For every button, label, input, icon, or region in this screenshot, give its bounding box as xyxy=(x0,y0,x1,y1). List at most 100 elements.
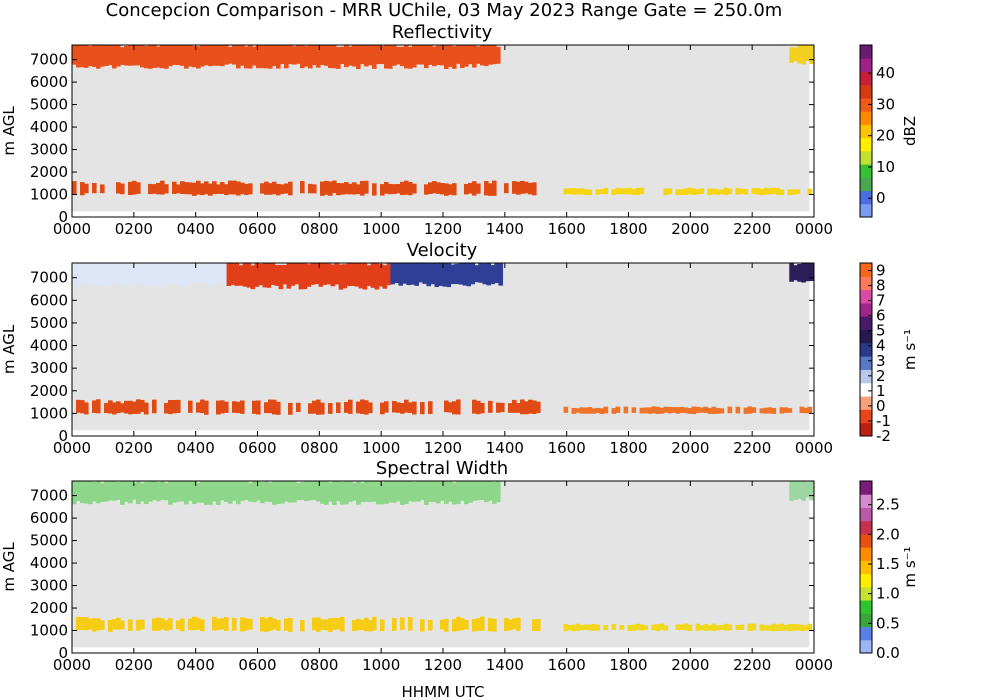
echo-cell xyxy=(220,181,225,194)
echo-cell xyxy=(639,187,645,195)
echo-cell xyxy=(232,401,237,413)
echo-cell xyxy=(691,406,697,415)
x-tick-label: 1000 xyxy=(362,220,400,238)
echo-cell xyxy=(504,183,509,194)
echo-cell xyxy=(176,481,181,502)
y-tick-label: 5000 xyxy=(30,96,68,114)
colorbar-label: m s⁻¹ xyxy=(901,329,919,370)
echo-cell xyxy=(667,406,673,414)
echo-cell xyxy=(358,263,364,289)
echo-cell xyxy=(472,481,477,501)
echo-cell xyxy=(164,620,169,631)
echo-cell xyxy=(348,481,353,502)
x-tick-label: 0000 xyxy=(795,439,833,457)
echo-cell xyxy=(242,263,248,287)
echo-cell xyxy=(751,407,757,413)
colorbar-segment xyxy=(860,494,872,508)
colorbar-segment xyxy=(860,369,872,384)
echo-cell xyxy=(364,617,369,632)
x-tick-label: 0200 xyxy=(115,439,153,457)
echo-cell xyxy=(100,620,105,630)
echo-cell xyxy=(567,625,573,631)
echo-cell xyxy=(364,481,369,502)
echo-cell xyxy=(797,45,802,64)
echo-cell xyxy=(220,400,225,414)
echo-cell xyxy=(380,45,385,65)
colorbar-segment xyxy=(860,111,872,125)
y-tick-label: 2000 xyxy=(30,163,68,181)
echo-cell xyxy=(220,481,225,501)
echo-cell xyxy=(120,620,125,630)
x-tick-label: 0200 xyxy=(115,220,153,238)
colorbar-tick-label: 40 xyxy=(876,64,895,82)
echo-cell xyxy=(647,407,653,414)
echo-cell xyxy=(659,407,665,414)
echo-cell xyxy=(196,482,201,503)
echo-cell xyxy=(172,181,177,194)
colorbar-segment xyxy=(860,573,872,588)
echo-cell xyxy=(312,184,317,194)
echo-cell xyxy=(156,617,161,631)
echo-cell xyxy=(80,481,85,504)
colorbar-segment xyxy=(860,586,872,601)
echo-cell xyxy=(651,406,657,414)
echo-cell xyxy=(619,188,625,195)
echo-cell xyxy=(508,619,513,631)
colorbar-tick-label: 0.5 xyxy=(876,614,900,632)
y-tick-label: 1000 xyxy=(30,622,68,640)
echo-cell xyxy=(322,263,328,285)
echo-cell xyxy=(124,481,129,502)
echo-cell xyxy=(216,618,221,631)
colorbar-segment xyxy=(860,164,872,178)
echo-cell xyxy=(488,45,493,65)
echo-cell xyxy=(228,47,233,64)
echo-cell xyxy=(108,400,113,414)
echo-cell xyxy=(144,481,149,505)
echo-cell xyxy=(703,406,709,413)
echo-cell xyxy=(148,45,153,69)
echo-cell xyxy=(306,264,312,287)
echo-cell xyxy=(200,45,205,67)
echo-cell xyxy=(466,263,472,287)
echo-cell xyxy=(132,263,137,286)
colorbar-segment xyxy=(860,302,872,317)
echo-cell xyxy=(256,481,261,501)
echo-cell xyxy=(244,183,249,196)
echo-cell xyxy=(372,481,377,502)
echo-cell xyxy=(332,180,337,194)
echo-cell xyxy=(434,263,440,288)
colorbar-frame xyxy=(859,44,873,218)
echo-cell xyxy=(336,481,341,502)
echo-cell xyxy=(408,481,413,502)
y-tick-label: 7000 xyxy=(30,269,68,287)
echo-cell xyxy=(192,182,197,196)
echo-cell xyxy=(208,263,213,286)
colorbar-segment xyxy=(860,639,872,654)
colorbar-tick-label: 6 xyxy=(876,307,886,325)
echo-cell xyxy=(276,183,281,196)
echo-cell xyxy=(284,183,289,194)
echo-cell xyxy=(396,402,401,413)
echo-cell xyxy=(324,180,329,195)
colorbar-segment xyxy=(860,409,872,424)
echo-cell xyxy=(759,624,765,631)
x-tick-label: 2200 xyxy=(733,656,771,674)
echo-cell xyxy=(452,46,457,69)
y-tick-label: 6000 xyxy=(30,291,68,309)
colorbar-segment xyxy=(860,520,872,535)
echo-cell xyxy=(344,45,349,68)
echo-cell xyxy=(224,481,229,502)
echo-cell xyxy=(599,408,605,415)
echo-cell xyxy=(404,45,409,69)
echo-cell xyxy=(348,183,353,195)
echo-cell xyxy=(116,182,121,194)
echo-cell xyxy=(196,617,201,630)
colorbar-tick-label: 1.0 xyxy=(876,585,900,603)
echo-cell xyxy=(484,481,489,503)
echo-cell xyxy=(160,481,165,500)
echo-cell xyxy=(156,182,161,195)
echo-cell xyxy=(338,264,344,290)
echo-cell xyxy=(246,263,252,288)
echo-cell xyxy=(264,618,269,632)
echo-cell xyxy=(416,481,421,502)
